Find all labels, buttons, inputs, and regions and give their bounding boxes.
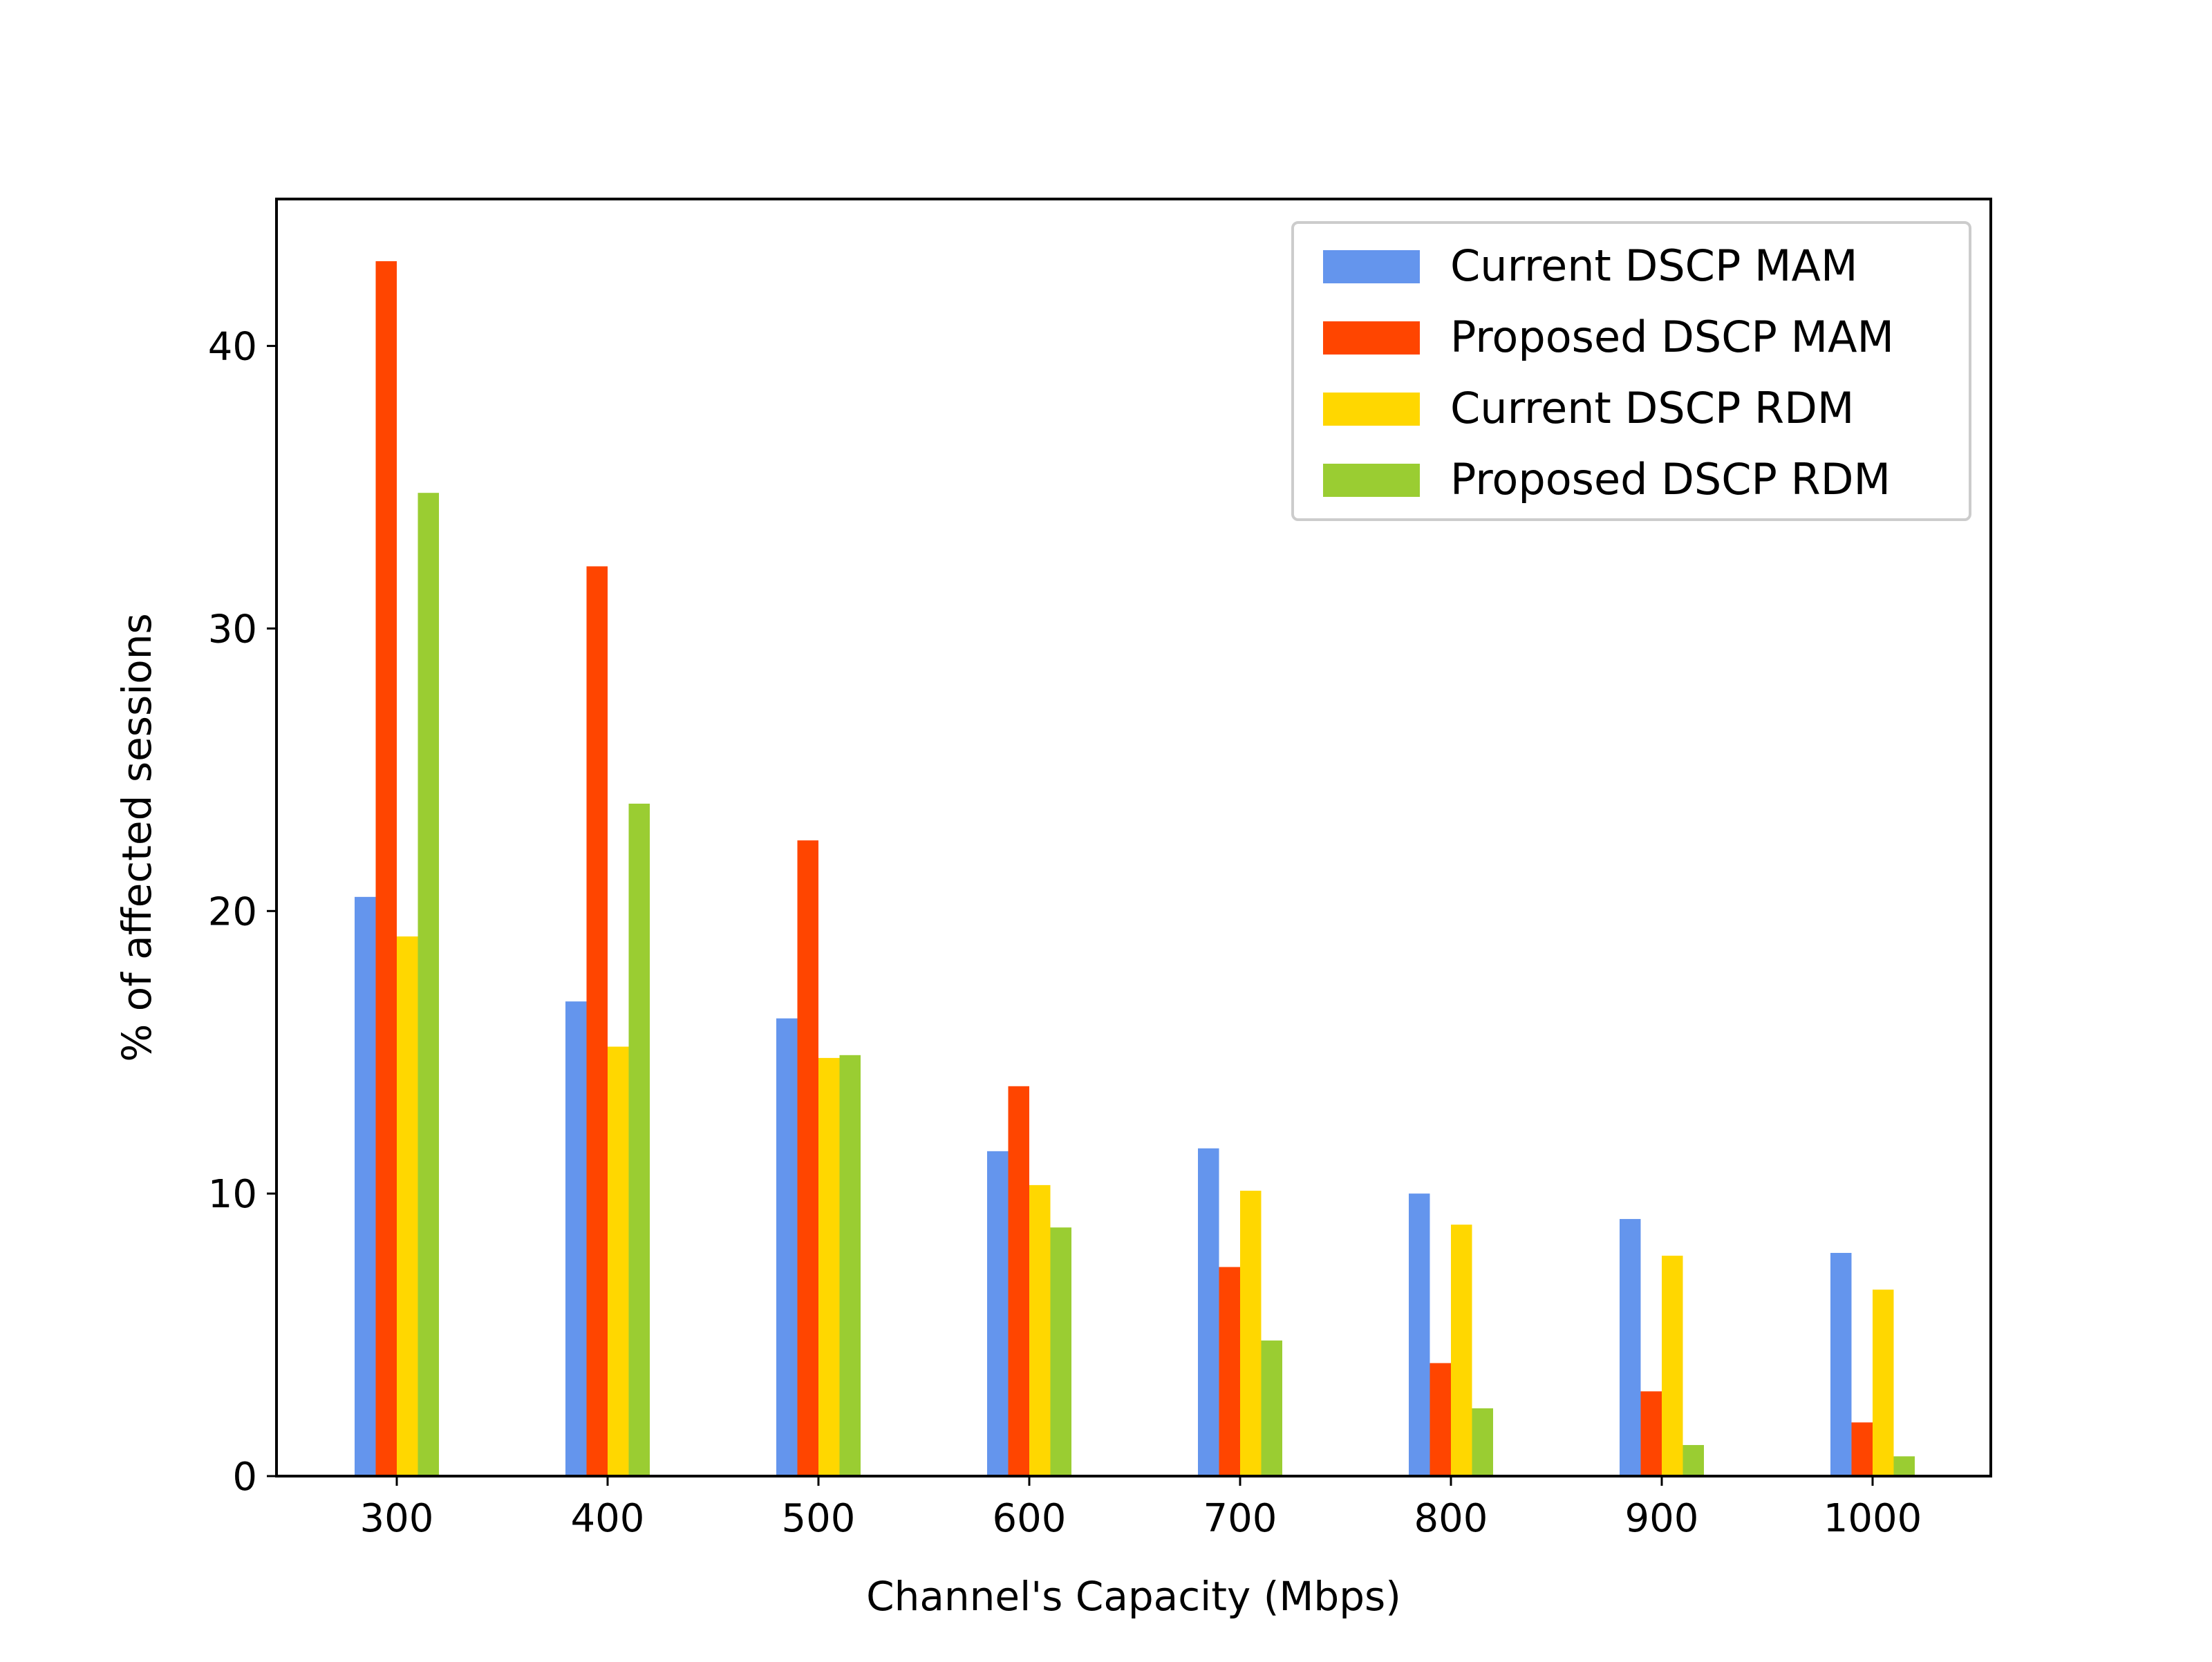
x-tick-label: 700 <box>1203 1496 1277 1541</box>
x-tick-label: 800 <box>1414 1496 1488 1541</box>
bar-current-dscp-rdm-500 <box>818 1057 840 1476</box>
bar-current-dscp-rdm-400 <box>608 1046 629 1476</box>
x-tick-label: 300 <box>360 1496 434 1541</box>
bar-proposed-dscp-mam-600 <box>1008 1086 1029 1476</box>
x-tick-label: 600 <box>993 1496 1067 1541</box>
series-proposed-dscp-rdm <box>418 493 1915 1477</box>
bar-proposed-dscp-rdm-400 <box>628 803 650 1476</box>
y-tick-label: 40 <box>208 325 257 370</box>
y-axis-label: % of affected sessions <box>113 613 160 1062</box>
bar-proposed-dscp-rdm-800 <box>1472 1408 1493 1476</box>
bar-proposed-dscp-rdm-900 <box>1683 1445 1704 1476</box>
series-proposed-dscp-mam <box>375 261 1873 1477</box>
legend: Current DSCP MAM Proposed DSCP MAM Current… <box>1291 221 1971 521</box>
series-current-dscp-mam <box>355 896 1852 1476</box>
bar-proposed-dscp-rdm-1000 <box>1893 1456 1915 1476</box>
y-axis: 0 10 20 30 40 <box>208 325 276 1500</box>
legend-box <box>1291 221 1971 521</box>
bar-proposed-dscp-rdm-500 <box>839 1055 861 1476</box>
bar-proposed-dscp-mam-900 <box>1640 1391 1662 1476</box>
bar-proposed-dscp-mam-1000 <box>1851 1422 1873 1476</box>
bar-current-dscp-rdm-300 <box>397 936 418 1476</box>
legend-swatch-current-dscp-mam <box>1323 250 1420 283</box>
bars-layer <box>355 261 1915 1477</box>
bar-current-dscp-rdm-1000 <box>1873 1290 1894 1476</box>
legend-label-proposed-dscp-mam: Proposed DSCP MAM <box>1450 312 1894 362</box>
bar-current-dscp-mam-600 <box>987 1151 1009 1476</box>
x-tick-label: 400 <box>571 1496 645 1541</box>
x-tick-label: 1000 <box>1824 1496 1922 1541</box>
legend-swatch-proposed-dscp-rdm <box>1323 464 1420 497</box>
bar-current-dscp-mam-500 <box>776 1018 798 1476</box>
bar-proposed-dscp-mam-700 <box>1219 1267 1240 1476</box>
bar-current-dscp-rdm-800 <box>1451 1225 1472 1476</box>
bar-current-dscp-rdm-700 <box>1240 1191 1262 1476</box>
legend-swatch-proposed-dscp-mam <box>1323 321 1420 355</box>
legend-label-current-dscp-mam: Current DSCP MAM <box>1450 240 1857 291</box>
bar-current-dscp-mam-400 <box>565 1001 587 1476</box>
bar-proposed-dscp-rdm-300 <box>418 493 439 1477</box>
legend-swatch-current-dscp-rdm <box>1323 393 1420 426</box>
bar-proposed-dscp-rdm-600 <box>1050 1227 1071 1476</box>
y-tick-label: 0 <box>232 1455 257 1500</box>
bar-current-dscp-rdm-900 <box>1662 1256 1683 1476</box>
series-current-dscp-rdm <box>397 936 1894 1476</box>
y-tick-label: 10 <box>208 1172 257 1217</box>
bar-current-dscp-mam-300 <box>355 896 376 1476</box>
bar-proposed-dscp-mam-800 <box>1430 1363 1451 1476</box>
plot-frame <box>275 198 1992 1477</box>
y-tick-label: 30 <box>208 607 257 652</box>
y-tick-label: 20 <box>208 889 257 934</box>
x-axis-label: Channel's Capacity (Mbps) <box>866 1573 1401 1620</box>
bar-proposed-dscp-mam-400 <box>586 566 608 1476</box>
bar-current-dscp-mam-900 <box>1620 1218 1641 1476</box>
bar-current-dscp-rdm-600 <box>1029 1184 1051 1476</box>
legend-label-current-dscp-rdm: Current DSCP RDM <box>1450 383 1854 433</box>
bar-proposed-dscp-mam-300 <box>375 261 397 1477</box>
x-tick-label: 500 <box>782 1496 856 1541</box>
bar-proposed-dscp-mam-500 <box>797 840 818 1476</box>
bar-current-dscp-mam-800 <box>1409 1193 1430 1476</box>
legend-label-proposed-dscp-rdm: Proposed DSCP RDM <box>1450 454 1891 504</box>
bar-current-dscp-mam-1000 <box>1830 1253 1852 1476</box>
bar-proposed-dscp-rdm-700 <box>1261 1340 1282 1476</box>
bar-current-dscp-mam-700 <box>1198 1148 1219 1476</box>
x-axis: 300 400 500 600 700 800 900 1000 <box>360 1476 1922 1541</box>
x-tick-label: 900 <box>1625 1496 1699 1541</box>
